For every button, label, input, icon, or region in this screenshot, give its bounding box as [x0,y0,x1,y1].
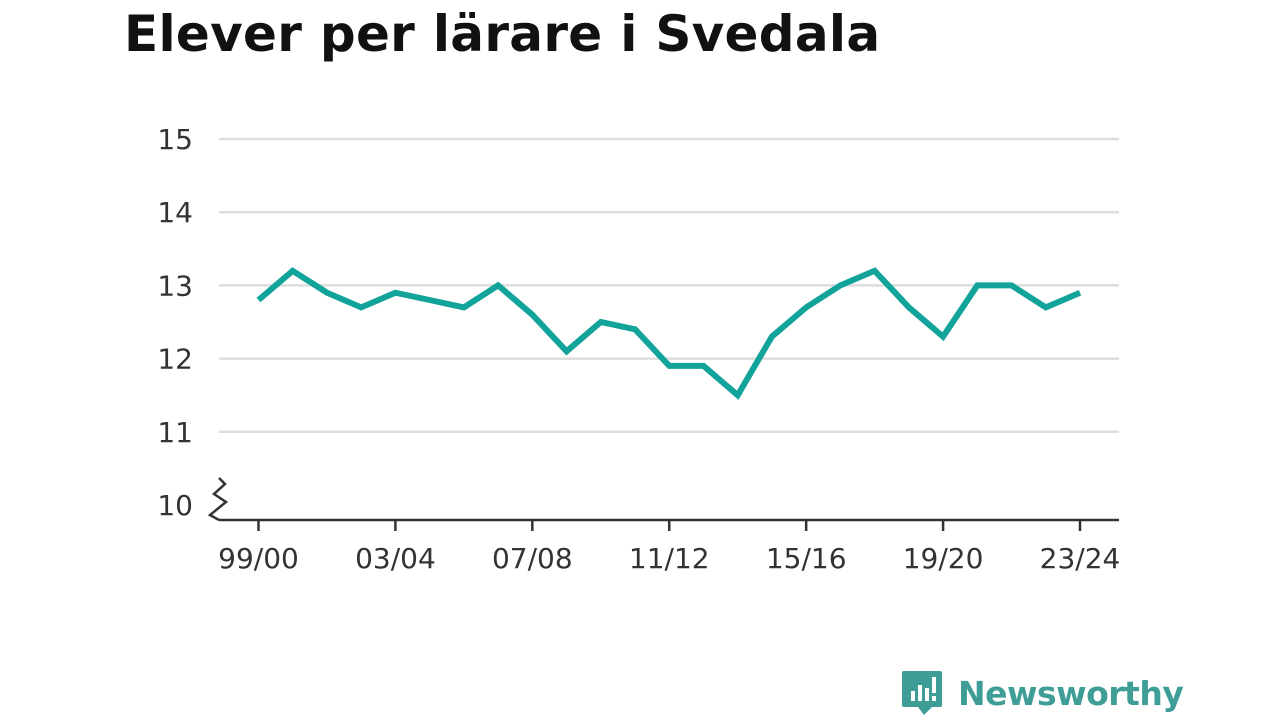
x-axis-ticks: 99/00 03/04 07/08 11/12 15/16 19/20 23/24 [218,520,1120,575]
brand-name: Newsworthy [958,673,1184,713]
y-axis-ticks: 10 11 12 13 14 15 [157,123,193,522]
y-tick-label: 10 [157,489,193,522]
newsworthy-logo-icon [902,671,942,715]
y-tick-label: 11 [157,416,193,449]
y-axis-break-icon [207,477,229,522]
x-tick-label: 03/04 [355,542,436,575]
newsworthy-brand: Newsworthy [902,671,1184,715]
gridlines [219,137,1119,434]
x-tick-label: 11/12 [629,542,710,575]
x-tick-label: 23/24 [1040,542,1121,575]
chart-title: Elever per lärare i Svedala [124,5,881,63]
x-tick-label: 07/08 [492,542,573,575]
x-tick-label: 99/00 [218,542,299,575]
series-layer [256,267,1082,400]
x-tick-label: 15/16 [766,542,847,575]
x-tick-label: 19/20 [903,542,984,575]
y-tick-label: 13 [157,269,193,302]
line-chart: 10 11 12 13 14 15 99/00 03/04 07/08 11/12 15/16 19… [157,123,1120,575]
y-tick-label: 14 [157,196,193,229]
series-line [256,267,1082,400]
axes [207,477,1119,522]
y-tick-label: 12 [157,343,193,376]
y-tick-label: 15 [157,123,193,156]
